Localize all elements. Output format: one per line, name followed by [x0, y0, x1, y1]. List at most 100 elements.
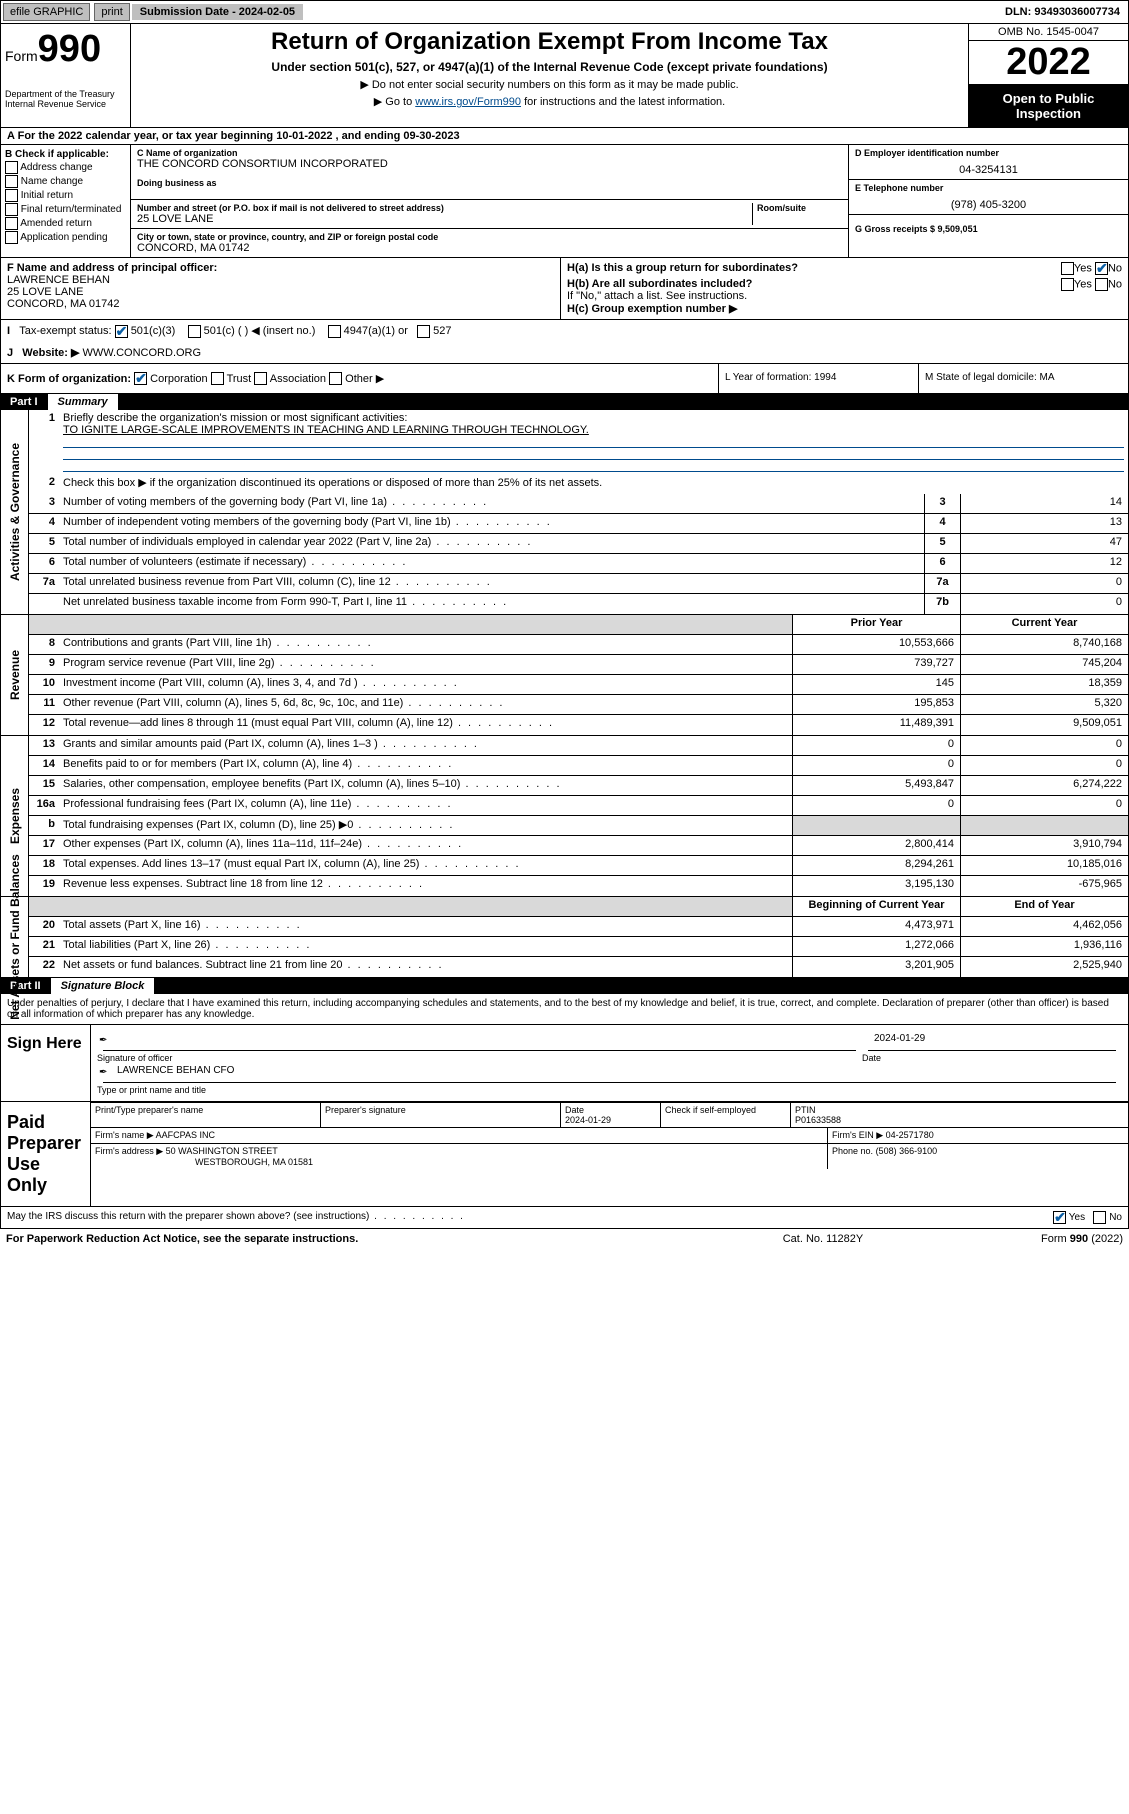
- street-label: Number and street (or P.O. box if mail i…: [137, 203, 752, 213]
- submission-date: Submission Date - 2024-02-05: [132, 4, 303, 20]
- hb-label: H(b) Are all subordinates included?: [567, 278, 752, 290]
- signature-block: Under penalties of perjury, I declare th…: [0, 994, 1129, 1229]
- website-value: WWW.CONCORD.ORG: [83, 347, 202, 359]
- part1-title: Summary: [48, 394, 118, 410]
- i-row: I Tax-exempt status: 501(c)(3) 501(c) ( …: [0, 320, 1129, 342]
- table-row: 16aProfessional fundraising fees (Part I…: [29, 796, 1128, 816]
- check-initial-return[interactable]: Initial return: [5, 189, 126, 202]
- print-button[interactable]: print: [94, 3, 129, 21]
- check-4947[interactable]: [328, 325, 341, 338]
- hb-note: If "No," attach a list. See instructions…: [567, 290, 1122, 302]
- f-h-block: F Name and address of principal officer:…: [0, 258, 1129, 320]
- hb-yes[interactable]: Yes: [1074, 278, 1092, 290]
- check-final-return[interactable]: Final return/terminated: [5, 203, 126, 216]
- check-501c[interactable]: [188, 325, 201, 338]
- hc-label: H(c) Group exemption number ▶: [567, 302, 1122, 315]
- table-row: Net unrelated business taxable income fr…: [29, 594, 1128, 614]
- sign-here-label: Sign Here: [1, 1025, 91, 1101]
- footer-right: Form 990 (2022): [923, 1233, 1123, 1245]
- check-527[interactable]: [417, 325, 430, 338]
- omb-number: OMB No. 1545-0047: [969, 24, 1128, 41]
- ha-no[interactable]: No: [1108, 262, 1122, 274]
- j-row: J Website: ▶ WWW.CONCORD.ORG: [0, 342, 1129, 364]
- prep-date-label: Date: [565, 1105, 584, 1115]
- line-a: A For the 2022 calendar year, or tax yea…: [0, 128, 1129, 145]
- table-row: 9Program service revenue (Part VIII, lin…: [29, 655, 1128, 675]
- form-header: Form990 Department of the Treasury Inter…: [0, 24, 1129, 128]
- sig-date-label: Date: [862, 1053, 1122, 1063]
- table-row: 6Total number of volunteers (estimate if…: [29, 554, 1128, 574]
- activities-governance-section: Activities & Governance 1 Briefly descri…: [0, 410, 1129, 615]
- check-name-change[interactable]: Name change: [5, 175, 126, 188]
- officer-addr1: 25 LOVE LANE: [7, 286, 83, 298]
- table-row: 4Number of independent voting members of…: [29, 514, 1128, 534]
- part1-header: Part I Summary: [0, 394, 1129, 410]
- check-application-pending[interactable]: Application pending: [5, 231, 126, 244]
- col-prior-year: Prior Year: [792, 615, 960, 634]
- instr-link-pre: Go to: [385, 96, 415, 108]
- sig-intro: Under penalties of perjury, I declare th…: [1, 994, 1128, 1024]
- officer-printed-name: LAWRENCE BEHAN CFO: [103, 1065, 234, 1076]
- line-a-text: For the 2022 calendar year, or tax year …: [18, 130, 460, 142]
- table-row: 10Investment income (Part VIII, column (…: [29, 675, 1128, 695]
- check-trust[interactable]: [211, 372, 224, 385]
- table-row: 14Benefits paid to or for members (Part …: [29, 756, 1128, 776]
- c-name-label: C Name of organization: [137, 148, 842, 158]
- firm-ein-label: Firm's EIN ▶: [832, 1130, 883, 1140]
- room-label: Room/suite: [757, 203, 842, 213]
- na-vlabel: Net Assets or Fund Balances: [8, 854, 22, 1020]
- firm-phone: (508) 366-9100: [876, 1146, 938, 1156]
- table-row: 13Grants and similar amounts paid (Part …: [29, 736, 1128, 756]
- table-row: 19Revenue less expenses. Subtract line 1…: [29, 876, 1128, 896]
- ha-yes[interactable]: Yes: [1074, 262, 1092, 274]
- revenue-section: Revenue Prior Year Current Year 8Contrib…: [0, 615, 1129, 736]
- efile-graphic-button[interactable]: efile GRAPHIC: [3, 3, 90, 21]
- prep-name-label: Print/Type preparer's name: [91, 1103, 321, 1127]
- instr-link-post: for instructions and the latest informat…: [521, 96, 725, 108]
- hb-no[interactable]: No: [1108, 278, 1122, 290]
- form-number: 990: [38, 28, 101, 70]
- form-prefix: Form: [5, 48, 38, 64]
- city-value: CONCORD, MA 01742: [137, 242, 842, 254]
- check-address-change[interactable]: Address change: [5, 161, 126, 174]
- firm-addr-label: Firm's address ▶: [95, 1146, 163, 1156]
- b-label: B Check if applicable:: [5, 149, 126, 160]
- i-label: Tax-exempt status:: [19, 325, 111, 337]
- check-association[interactable]: [254, 372, 267, 385]
- street-address: 25 LOVE LANE: [137, 213, 752, 225]
- k-label: K Form of organization:: [7, 373, 131, 385]
- firm-addr2: WESTBOROUGH, MA 01581: [95, 1157, 313, 1167]
- footer-left: For Paperwork Reduction Act Notice, see …: [6, 1233, 723, 1245]
- self-employed-check[interactable]: Check if self-employed: [665, 1105, 756, 1115]
- check-501c3[interactable]: [115, 325, 128, 338]
- org-info-block: B Check if applicable: Address change Na…: [0, 145, 1129, 258]
- table-row: 12Total revenue—add lines 8 through 11 (…: [29, 715, 1128, 735]
- prep-date: 2024-01-29: [565, 1115, 611, 1125]
- table-row: 3Number of voting members of the governi…: [29, 494, 1128, 514]
- q1-label: Briefly describe the organization's miss…: [63, 412, 407, 424]
- firm-name: AAFCPAS INC: [156, 1130, 215, 1140]
- table-row: 21Total liabilities (Part X, line 26)1,2…: [29, 937, 1128, 957]
- discuss-no[interactable]: [1093, 1211, 1106, 1224]
- check-other[interactable]: [329, 372, 342, 385]
- irs-label: Internal Revenue Service: [5, 99, 126, 109]
- ein-label: D Employer identification number: [855, 148, 1122, 158]
- irs-link[interactable]: www.irs.gov/Form990: [415, 96, 521, 108]
- instr-link-row: Go to www.irs.gov/Form990 for instructio…: [139, 95, 960, 108]
- part2-title: Signature Block: [51, 978, 155, 994]
- state-domicile: M State of legal domicile: MA: [918, 364, 1128, 394]
- pen-icon: ✒: [99, 1035, 107, 1046]
- check-corporation[interactable]: [134, 372, 147, 385]
- col-beginning: Beginning of Current Year: [792, 897, 960, 916]
- table-row: 17Other expenses (Part IX, column (A), l…: [29, 836, 1128, 856]
- table-row: 22Net assets or fund balances. Subtract …: [29, 957, 1128, 977]
- paid-preparer-label: Paid Preparer Use Only: [1, 1102, 91, 1206]
- table-row: 11Other revenue (Part VIII, column (A), …: [29, 695, 1128, 715]
- page-footer: For Paperwork Reduction Act Notice, see …: [0, 1229, 1129, 1249]
- city-label: City or town, state or province, country…: [137, 232, 842, 242]
- sig-officer-label: Signature of officer: [97, 1053, 862, 1063]
- discuss-yes[interactable]: [1053, 1211, 1066, 1224]
- check-amended-return[interactable]: Amended return: [5, 217, 126, 230]
- year-formation: L Year of formation: 1994: [718, 364, 918, 394]
- exp-vlabel: Expenses: [8, 788, 22, 844]
